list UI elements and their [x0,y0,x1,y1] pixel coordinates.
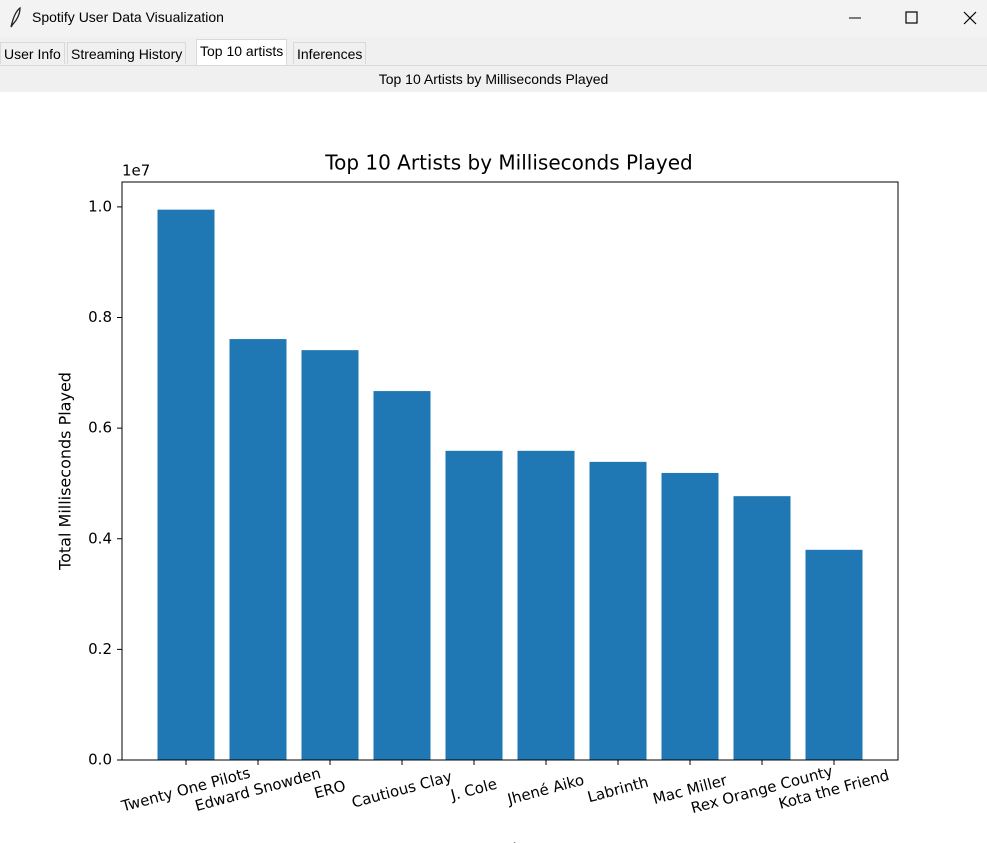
title-bar: Spotify User Data Visualization [0,0,987,37]
bar [373,391,431,760]
y-tick-label: 0.2 [88,640,112,658]
x-tick-label: J. Cole [448,775,499,805]
bar [733,496,791,760]
bar [157,209,215,760]
tab-bar: User Info Streaming History Top 10 artis… [0,37,987,66]
tab-selected[interactable]: Top 10 artists [196,39,288,65]
x-tick-label: Cautious Clay [350,767,454,811]
y-offset-label: 1e7 [122,162,150,180]
bar [301,350,359,760]
x-axis-label: Artist [489,840,532,843]
title-bar-icons [10,6,977,28]
bar [229,339,287,760]
bar [805,549,863,760]
y-tick-label: 0.4 [88,529,112,547]
app-icon [10,6,21,28]
y-tick-label: 0.8 [88,308,112,326]
window-title: Spotify User Data Visualization [32,9,224,25]
bar [589,461,647,760]
x-tick-label: Jhené Aiko [505,771,586,809]
tab[interactable]: User Info [0,42,65,64]
header-label: Top 10 Artists by Milliseconds Played [0,66,987,92]
y-tick-label: 0.6 [88,419,112,437]
tab[interactable]: Inferences [293,42,367,64]
y-tick-label: 0.0 [88,751,112,769]
close-button[interactable] [963,11,977,25]
tab[interactable]: Streaming History [67,42,187,64]
plot-frame [121,181,899,761]
chart-title: Top 10 Artists by Milliseconds Played [324,151,692,175]
maximize-button[interactable] [905,11,918,24]
bar [517,450,575,760]
x-tick-label: Labrinth [585,773,650,807]
bar [661,472,719,760]
y-axis-label: Total Milliseconds Played [56,372,75,571]
y-tick-label: 1.0 [88,197,112,215]
bar [445,450,503,760]
